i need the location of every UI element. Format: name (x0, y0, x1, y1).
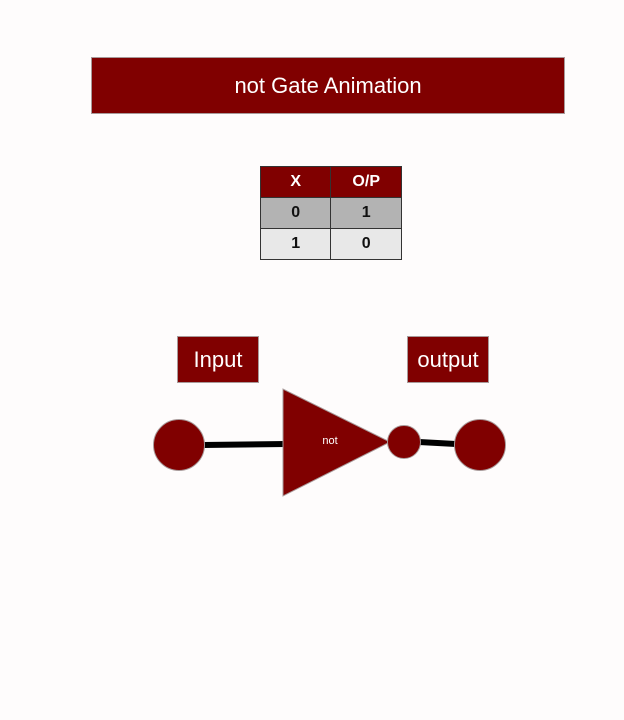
table-cell-op: 0 (330, 228, 402, 260)
page-title: not Gate Animation (91, 57, 565, 114)
input-node[interactable] (153, 419, 205, 471)
page-title-text: not Gate Animation (234, 72, 422, 98)
not-gate-triangle (282, 388, 392, 497)
table-cell-x: 1 (259, 228, 332, 260)
table-cell-x: 0 (259, 197, 332, 229)
truth-table: X O/P 0 1 1 0 (259, 166, 402, 260)
table-cell-op: 1 (330, 197, 402, 229)
table-row: 0 1 (259, 197, 402, 229)
output-label: output (407, 336, 489, 383)
gate-label: not (322, 435, 337, 447)
truth-table-header-op: O/P (330, 166, 402, 198)
output-label-text: output (417, 346, 479, 372)
output-node (454, 419, 506, 471)
input-wire (202, 441, 287, 448)
table-row: 1 0 (259, 228, 402, 260)
input-label: Input (177, 336, 259, 383)
input-label-text: Input (193, 346, 243, 372)
output-wire (418, 439, 457, 447)
inversion-bubble (387, 425, 421, 459)
